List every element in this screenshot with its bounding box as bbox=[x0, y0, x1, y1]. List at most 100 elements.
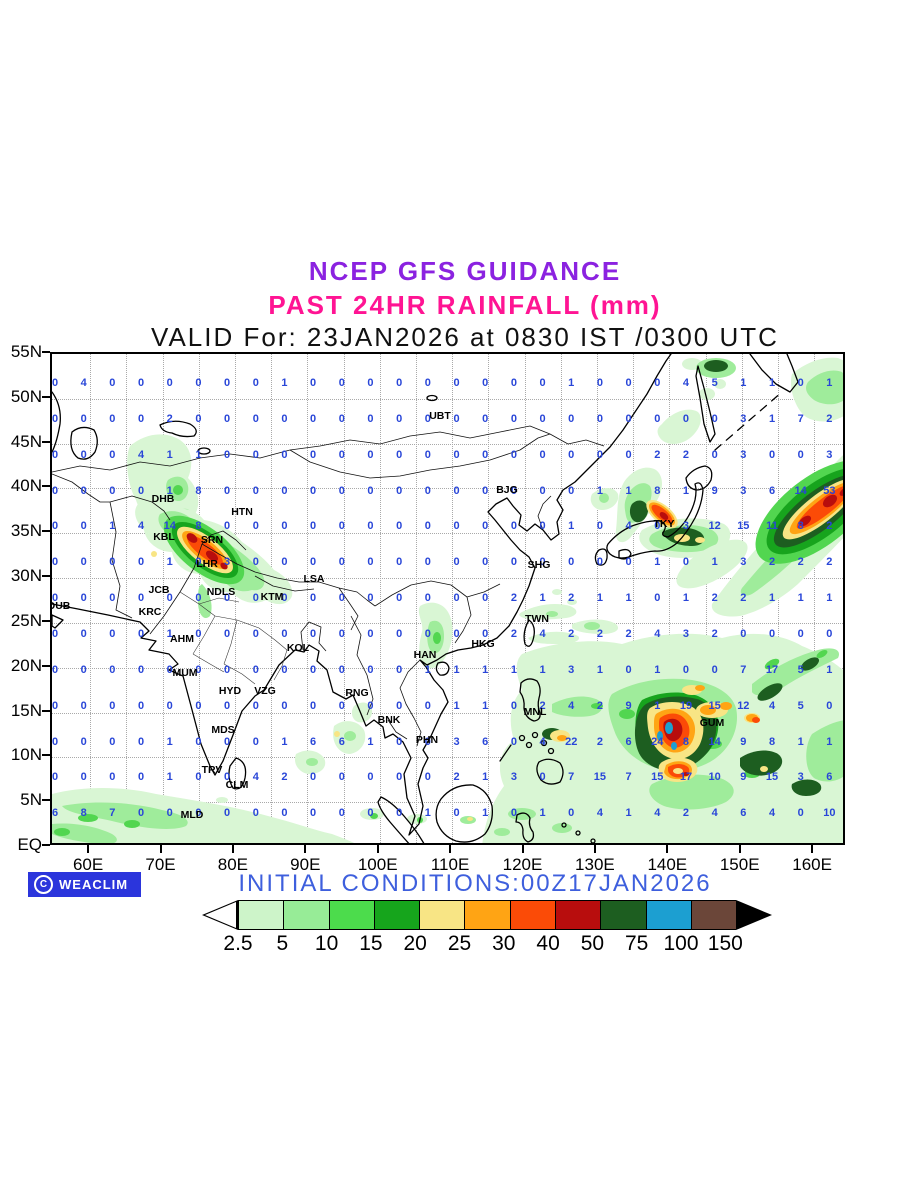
rain-value: 1 bbox=[797, 735, 804, 748]
rain-value: 0 bbox=[310, 627, 317, 640]
rain-value: 0 bbox=[109, 843, 115, 845]
rain-value: 1 bbox=[453, 699, 460, 712]
rain-value: 2 bbox=[682, 448, 690, 461]
rainfall-colorbar bbox=[202, 900, 773, 930]
rain-value: 0 bbox=[51, 771, 59, 784]
rain-value: 0 bbox=[568, 412, 575, 425]
colorbar-cell bbox=[373, 900, 420, 930]
rain-value: 0 bbox=[797, 448, 804, 461]
rain-value: 0 bbox=[195, 592, 202, 605]
rain-value: 3 bbox=[740, 412, 747, 425]
lon-label: 150E bbox=[719, 855, 760, 874]
rain-value: 2 bbox=[510, 627, 517, 640]
rain-value: 14 bbox=[163, 520, 176, 533]
rain-value: 0 bbox=[252, 592, 259, 605]
rain-value: 4 bbox=[539, 627, 546, 640]
rain-value: 0 bbox=[224, 771, 231, 784]
colorbar-label: 10 bbox=[314, 932, 339, 955]
rain-value: 0 bbox=[654, 412, 661, 425]
rain-value: 1 bbox=[539, 663, 546, 676]
station-label-dhb: DHB bbox=[151, 493, 175, 505]
colorbar-label: 2.5 bbox=[223, 932, 253, 955]
rain-value: 3 bbox=[682, 627, 690, 640]
rain-value: 0 bbox=[682, 412, 690, 425]
rain-value: 1 bbox=[510, 663, 517, 676]
rain-value: 4 bbox=[137, 448, 145, 461]
rain-value: 14 bbox=[708, 735, 721, 748]
rain-value: 10 bbox=[708, 771, 721, 784]
station-label-rng: RNG bbox=[345, 687, 369, 699]
rain-value: 0 bbox=[367, 592, 374, 605]
rain-value: 0 bbox=[424, 771, 431, 784]
rain-value: 0 bbox=[310, 807, 317, 820]
colorbar-label: 50 bbox=[580, 932, 605, 955]
rain-value: 17 bbox=[679, 771, 693, 784]
rain-value: 0 bbox=[539, 484, 546, 497]
rain-value: 0 bbox=[568, 556, 575, 569]
rain-value: 3 bbox=[740, 556, 747, 569]
rain-value: 0 bbox=[137, 627, 145, 640]
lat-tick bbox=[42, 799, 50, 802]
rain-value: 0 bbox=[367, 556, 374, 569]
rain-value: 0 bbox=[338, 556, 345, 569]
gridline-meridian bbox=[633, 354, 635, 843]
lon-label: 80E bbox=[217, 855, 249, 874]
station-label-tky: TKY bbox=[653, 518, 675, 530]
rain-value: 0 bbox=[80, 412, 87, 425]
station-label-bjg: BJG bbox=[496, 484, 518, 496]
station-label-hkg: HKG bbox=[471, 638, 495, 650]
rain-value: 0 bbox=[224, 484, 231, 497]
rain-value: 0 bbox=[224, 412, 231, 425]
rain-value: 3 bbox=[682, 520, 690, 533]
rain-value: 0 bbox=[310, 592, 317, 605]
rain-value: 2 bbox=[797, 556, 804, 569]
state-borders bbox=[179, 591, 288, 685]
gridline-meridian bbox=[162, 354, 164, 843]
colorbar-label: 75 bbox=[625, 932, 649, 955]
rain-value: 0 bbox=[654, 377, 661, 389]
rain-value: 7 bbox=[797, 412, 804, 425]
rain-value: 0 bbox=[826, 627, 833, 640]
rain-value: 1 bbox=[539, 807, 546, 820]
rain-value: 17 bbox=[765, 663, 779, 676]
rain-value: 4 bbox=[625, 520, 632, 533]
lon-label: 120E bbox=[502, 855, 543, 874]
rain-value: 2 bbox=[596, 699, 603, 712]
rain-value: 1 bbox=[453, 663, 460, 676]
colorbar-cell bbox=[238, 900, 284, 930]
rain-value: 5 bbox=[711, 377, 718, 389]
lon-label: 110E bbox=[430, 855, 470, 874]
rain-value: 0 bbox=[482, 520, 489, 533]
rain-value: 1 bbox=[625, 807, 632, 820]
rain-value: 0 bbox=[510, 735, 517, 748]
rain-value: 0 bbox=[166, 807, 173, 820]
rain-value: 0 bbox=[224, 627, 231, 640]
rain-value: 0 bbox=[166, 699, 173, 712]
rain-value: 6 bbox=[768, 484, 776, 497]
rain-value: 2 bbox=[768, 556, 776, 569]
colorbar-cell bbox=[600, 900, 646, 930]
rain-value: 0 bbox=[137, 663, 145, 676]
rain-value: 1 bbox=[568, 377, 575, 389]
rain-value: 0 bbox=[510, 699, 517, 712]
gridline-meridian bbox=[379, 354, 381, 843]
rain-value: 0 bbox=[396, 377, 403, 389]
rain-value: 14 bbox=[794, 484, 807, 497]
station-label-bnk: BNK bbox=[377, 714, 401, 726]
lat-label: 5N bbox=[20, 790, 42, 810]
rain-value: 0 bbox=[625, 556, 632, 569]
rain-value: 0 bbox=[109, 412, 116, 425]
station-label-twn: TWN bbox=[525, 613, 549, 625]
rain-value: 0 bbox=[367, 771, 374, 784]
rain-value: 0 bbox=[80, 520, 87, 533]
rain-value: 0 bbox=[539, 448, 546, 461]
gridline-meridian bbox=[488, 354, 490, 843]
rain-value: 0 bbox=[596, 412, 603, 425]
lat-label: 35N bbox=[10, 521, 42, 541]
gridline-parallel bbox=[52, 757, 843, 759]
lat-label: 15N bbox=[10, 700, 42, 720]
station-label-krc: KRC bbox=[138, 606, 162, 618]
rain-value: 0 bbox=[137, 412, 145, 425]
rain-value: 0 bbox=[338, 592, 345, 605]
rain-value: 0 bbox=[338, 771, 345, 784]
